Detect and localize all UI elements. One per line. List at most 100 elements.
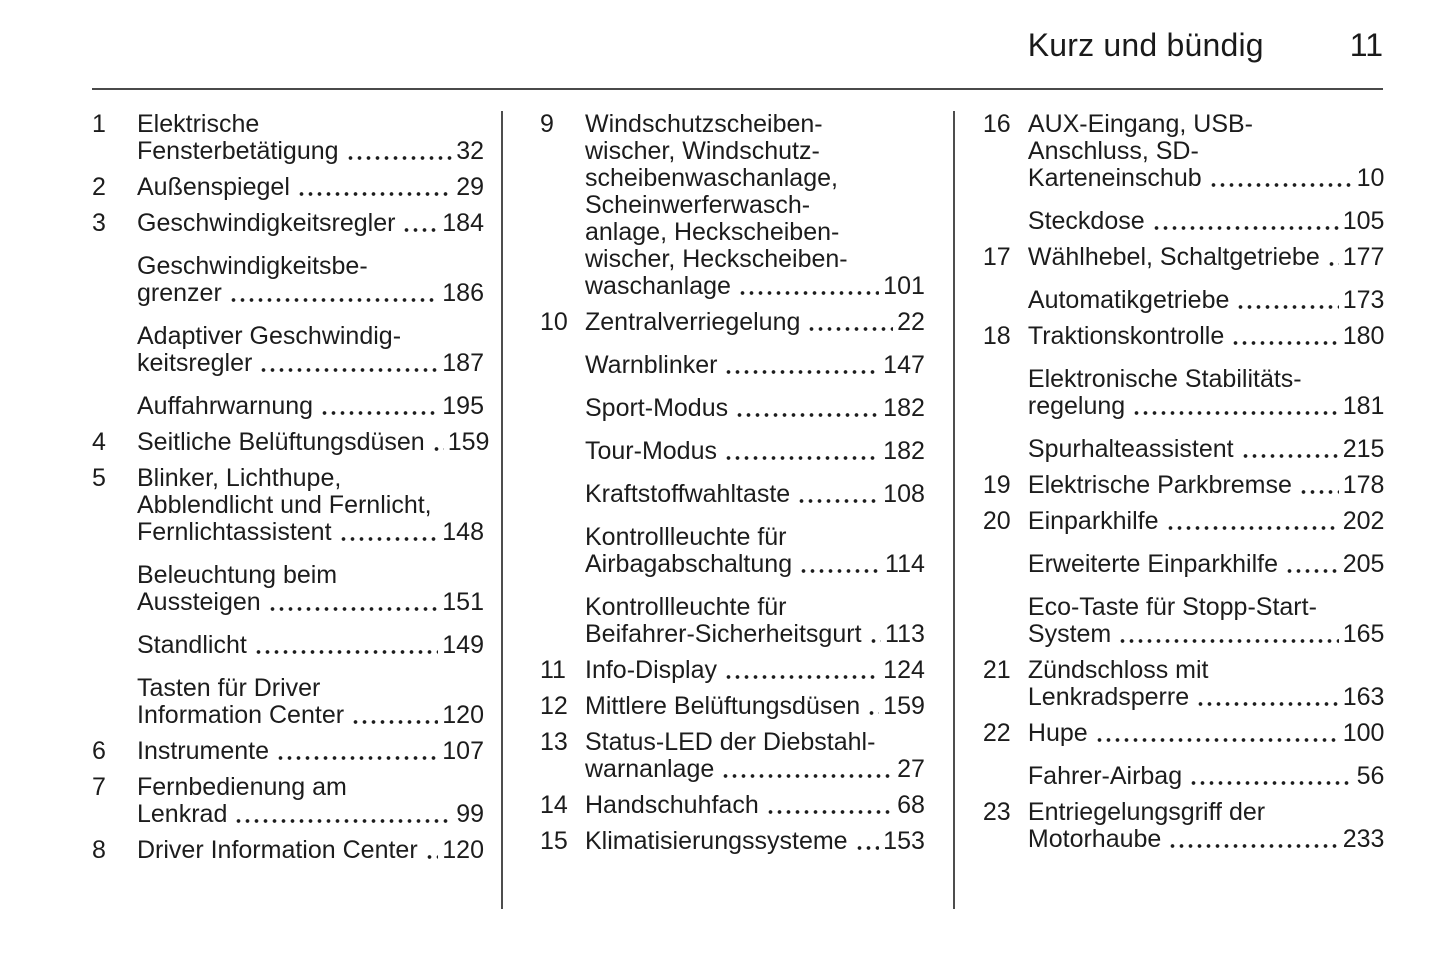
dot-leader [234,801,453,828]
dot-leader [1285,551,1339,578]
entry-tail-line: Standlicht 149 [137,632,484,659]
index-subentry: Auffahrwarnung 195 [92,393,484,420]
entry-line: Abblendlicht und Fernlicht, [137,491,432,519]
entry-tail-line: Lenkrad 99 [137,801,484,828]
entry-label: Zentralverriegelung [585,308,801,336]
page-reference: 120 [442,701,484,729]
entry-text: Traktionskontrolle 180 [1027,322,1385,350]
dot-leader [338,519,439,546]
dot-leader [259,350,439,377]
dot-leader [424,837,439,864]
entry-tail-line: Erweiterte Einparkhilfe 205 [1028,551,1384,578]
entry-text: Fahrer-Airbag 56 [1028,763,1384,790]
page-reference: 173 [1342,286,1385,314]
page-reference: 105 [1342,207,1385,235]
callout-number [540,594,585,648]
entry-label: keitsregler [137,349,253,377]
index-entry: 16 AUX-Eingang, USB- Anschluss, SD- Kartene… [983,111,1385,192]
page-reference: 124 [883,656,925,684]
entry-label: Wählhebel, Schaltgetriebe [1027,243,1320,271]
index-entry: 12 Mittlere Belüftungsdüsen 159 [540,693,925,720]
entry-label: regelung [1027,392,1126,420]
index-entry: 6 Instrumente 107 [92,738,484,765]
callout-number [92,253,137,307]
index-entry: 7 Fernbedienung am Lenkrad 99 [92,774,484,828]
entry-label: Info-Display [585,656,717,684]
entry-label: Karteneinschub [1027,164,1202,192]
page-reference: 180 [1342,322,1385,350]
page-reference: 182 [883,394,925,422]
entry-text: Wählhebel, Schaltgetriebe 177 [1027,243,1384,271]
dot-leader [351,702,439,729]
dot-leader [854,828,880,855]
entry-text: Kontrollleuchte für Airbagabschaltung 114 [585,524,925,578]
callout-number: 5 [92,464,106,492]
entry-tail-line: Klimatisierungssysteme 153 [585,828,925,855]
entry-label: Traktionskontrolle [1027,322,1225,350]
entry-text: Zentralverriegelung 22 [585,309,925,336]
entry-label: grenzer [137,279,222,307]
entry-text: Außenspiegel 29 [137,174,484,201]
entry-tail-line: Traktionskontrolle 180 [1027,322,1385,350]
entry-tail-line: Warnblinker 147 [585,352,925,379]
index-column-2: 9 Windschutzscheiben-wischer, Windschutz-… [540,111,925,855]
entry-label: Außenspiegel [137,173,290,201]
dot-leader [724,657,880,684]
callout-number [540,395,585,422]
entry-line: Elektrische [137,110,260,138]
dot-leader [1196,684,1339,711]
page-reference: 107 [442,737,484,765]
index-entry: 19 Elektrische Parkbremse 178 [983,471,1384,499]
entry-text: Geschwindigkeitsregler 184 [137,210,484,237]
entry-label: System [1027,620,1112,648]
page-reference: 32 [456,137,484,165]
dot-leader [1151,208,1339,235]
entry-line: Tasten für Driver [137,674,321,702]
page-reference: 27 [897,755,925,783]
callout-number [92,323,137,377]
callout-number: 10 [540,308,568,336]
entry-text: Einparkhilfe 202 [1028,508,1384,535]
page-reference: 181 [1342,392,1385,420]
page-reference: 215 [1342,435,1385,463]
callout-number: 1 [92,110,106,138]
callout-number: 23 [982,798,1011,826]
callout-number: 14 [540,791,568,819]
entry-line: wischer, Heckscheiben- [585,245,848,273]
callout-number: 15 [540,827,568,855]
entry-line: Status-LED der Diebstahl- [585,728,876,756]
dot-leader [737,273,880,300]
page-reference: 10 [1356,164,1385,192]
callout-number [983,287,1028,314]
page-reference: 100 [1342,719,1385,747]
index-subentry: Steckdose 105 [983,207,1385,235]
index-entry: 13 Status-LED der Diebstahl-warnanlage 27 [540,729,925,783]
callout-number [983,763,1028,790]
index-entry: 3 Geschwindigkeitsregler 184 [92,210,484,237]
entry-tail-line: Karteneinschub 10 [1027,164,1385,192]
entry-label: Elektrische Parkbremse [1027,471,1292,499]
entry-tail-line: Hupe 100 [1028,719,1385,747]
page-reference: 153 [883,827,925,855]
entry-label: Standlicht [137,631,247,659]
callout-number [540,352,585,379]
entry-text: Klimatisierungssysteme 153 [585,828,925,855]
entry-tail-line: grenzer 186 [137,280,484,307]
entry-text: Warnblinker 147 [585,352,925,379]
column-divider-2 [952,111,955,909]
index-entry: 22 Hupe 100 [983,719,1385,747]
callout-number [540,524,585,578]
entry-label: Steckdose [1027,207,1145,235]
page-reference: 114 [885,550,925,578]
dot-leader [1326,244,1339,271]
index-entry: 20 Einparkhilfe 202 [983,508,1384,535]
callout-number [92,632,137,659]
dot-leader [724,438,880,465]
index-entry: 9 Windschutzscheiben-wischer, Windschutz-… [540,111,925,300]
page-reference: 22 [897,308,925,336]
index-entry: 23 Entriegelungsgriff der Motorhaube 233 [982,798,1384,853]
entry-tail-line: Kraftstoffwahltaste 108 [585,481,925,508]
entry-tail-line: Motorhaube 233 [1028,826,1384,853]
page-reference: 101 [883,272,925,300]
entry-text: Kontrollleuchte für Beifahrer-Sicherheits… [585,594,925,648]
